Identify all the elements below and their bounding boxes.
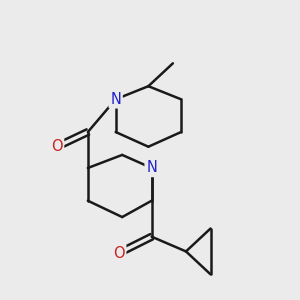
Text: O: O xyxy=(113,246,125,261)
Text: N: N xyxy=(110,92,121,107)
Text: N: N xyxy=(146,160,157,175)
Text: O: O xyxy=(51,139,63,154)
